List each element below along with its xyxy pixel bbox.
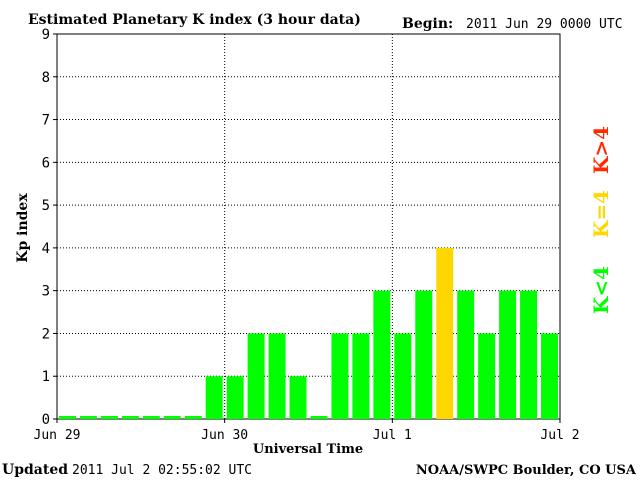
begin-value: 2011 Jun 29 0000 UTC [466, 17, 623, 32]
grid-lines [57, 34, 560, 419]
legend-k-above-4: K>4 [589, 126, 613, 174]
kp-bar [142, 416, 160, 419]
kp-bar [436, 247, 454, 419]
x-axis-label: Universal Time [253, 442, 363, 457]
legend: K<4 K=4 K>4 [589, 126, 613, 314]
source-credit: NOAA/SWPC Boulder, CO USA [416, 463, 637, 478]
y-tick-label: 3 [42, 284, 50, 300]
x-tick-label: Jul 2 [540, 428, 579, 443]
chart-title: Estimated Planetary K index (3 hour data… [28, 12, 361, 28]
kp-bar [499, 290, 517, 419]
y-tick-label: 5 [42, 198, 50, 214]
kp-bar [247, 333, 265, 419]
updated-value: 2011 Jul 2 02:55:02 UTC [72, 463, 252, 478]
y-tick-label: 4 [42, 241, 50, 257]
legend-k-below-4: K<4 [589, 266, 613, 314]
kp-bar [352, 333, 370, 419]
kp-bar [310, 416, 328, 419]
x-tick-label: Jul 1 [373, 428, 412, 443]
kp-bar [478, 333, 496, 419]
kp-bar [184, 416, 202, 419]
y-axis-ticks: 0 1 2 3 4 5 6 7 8 9 [42, 27, 57, 428]
y-axis-label: Kp index [15, 193, 31, 263]
y-tick-label: 6 [42, 155, 50, 171]
kp-bar [394, 333, 412, 419]
y-tick-label: 9 [42, 27, 50, 43]
plot-area [56, 33, 561, 420]
kp-bar [100, 416, 118, 419]
x-tick-label: Jun 30 [201, 428, 248, 443]
kp-bar [457, 290, 475, 419]
kp-bar [121, 416, 139, 419]
y-tick-label: 2 [42, 326, 50, 342]
y-tick-label: 8 [42, 70, 50, 86]
kp-bar [79, 416, 97, 419]
kp-bar [226, 376, 244, 419]
kp-bar [163, 416, 181, 419]
kp-bar [373, 290, 391, 419]
kp-bar [331, 333, 349, 419]
x-tick-label: Jun 29 [34, 428, 81, 443]
kp-bar [59, 416, 76, 419]
y-tick-label: 1 [42, 369, 50, 385]
x-axis-ticks: Jun 29 Jun 30 Jul 1 Jul 2 [34, 419, 580, 443]
y-tick-label: 7 [42, 113, 50, 129]
begin-label: Begin: [402, 16, 453, 32]
kp-bar [415, 290, 433, 419]
legend-k-equal-4: K=4 [589, 190, 613, 238]
kp-bar [268, 333, 286, 419]
updated-label: Updated [2, 462, 68, 478]
kp-bar [205, 376, 223, 419]
y-tick-label: 0 [42, 412, 50, 428]
kp-bar [520, 290, 538, 419]
kp-bar [541, 376, 558, 419]
bar-series [59, 247, 558, 419]
kp-bar [289, 376, 307, 419]
